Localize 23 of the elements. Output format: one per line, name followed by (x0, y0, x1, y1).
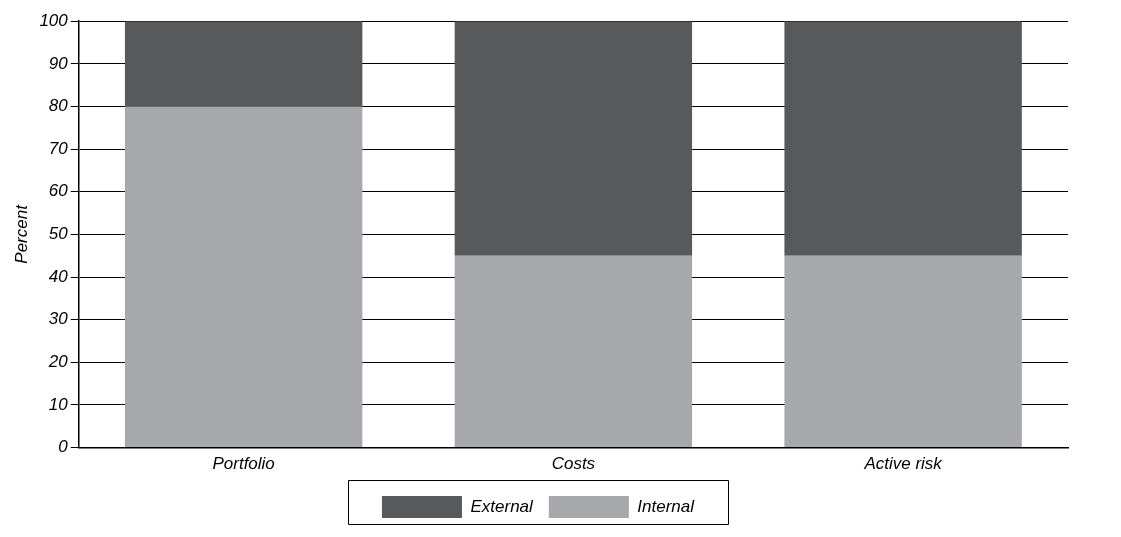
y-tick-label: 30 (48, 309, 69, 329)
y-tick-label: 80 (48, 96, 69, 116)
y-tick-label: 50 (48, 224, 69, 244)
bar (124, 106, 363, 448)
y-tick-label: 70 (48, 138, 69, 158)
bar (124, 21, 363, 107)
x-tick-label: Active risk (863, 453, 944, 473)
bar (454, 255, 693, 448)
y-tick-label: 100 (39, 10, 69, 30)
x-tick-label: Portfolio (212, 453, 275, 473)
legend-label: Internal (637, 496, 696, 516)
bar (784, 255, 1022, 448)
y-axis-title: Percent (11, 203, 31, 264)
legend-label: External (470, 496, 535, 516)
y-tick-label: 0 (58, 437, 69, 457)
x-tick-label: Costs (551, 453, 596, 473)
y-tick-label: 20 (47, 352, 69, 372)
y-tick-label: 60 (48, 181, 69, 201)
y-tick-label: 90 (48, 53, 69, 73)
bar (784, 21, 1022, 256)
y-tick-label: 10 (48, 394, 69, 414)
bar (454, 21, 693, 256)
y-tick-label: 40 (48, 266, 69, 286)
